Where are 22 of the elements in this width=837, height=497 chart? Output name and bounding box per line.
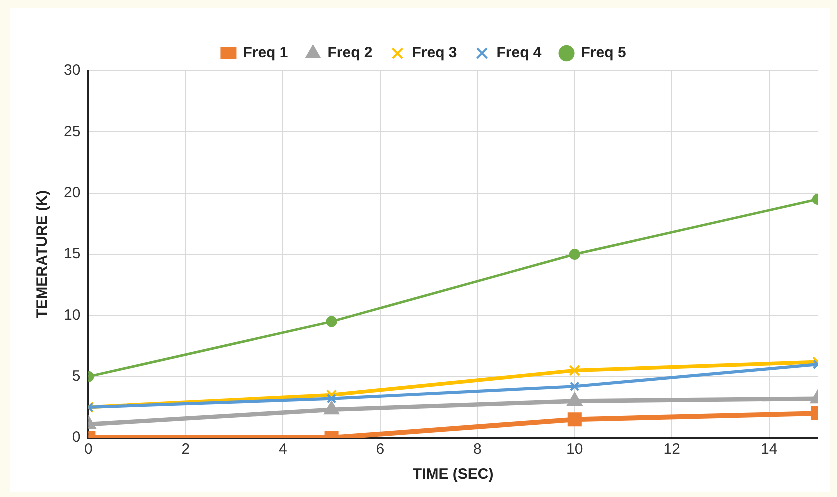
x-tick-label: 12 [664,441,680,458]
x-tick-label: 4 [278,441,288,458]
legend-label: Freq 2 [328,44,373,62]
y-axis-title: TEMERATURE (K) [34,190,52,319]
y-tick-label: 25 [64,123,81,140]
y-tick-label: 20 [64,184,81,202]
y-tick-label: 0 [72,429,81,446]
x-tick-label: 14 [761,441,778,458]
x-tick-label: 8 [473,441,482,458]
x-axis-title: TIME (SEC) [412,466,494,484]
legend-label: Freq 3 [412,44,458,62]
y-tick-label: 15 [64,246,81,263]
x-tick-label: 0 [84,441,93,458]
y-tick-label: 30 [64,62,81,80]
legend-label: Freq 5 [581,44,626,62]
x-tick-label: 6 [376,441,385,458]
legend-label: Freq 1 [243,44,288,62]
x-tick-label: 2 [182,441,190,458]
y-tick-label: 10 [64,306,81,324]
x-tick-label: 10 [566,441,584,458]
y-tick-label: 5 [72,368,81,385]
legend-label: Freq 4 [496,44,542,62]
